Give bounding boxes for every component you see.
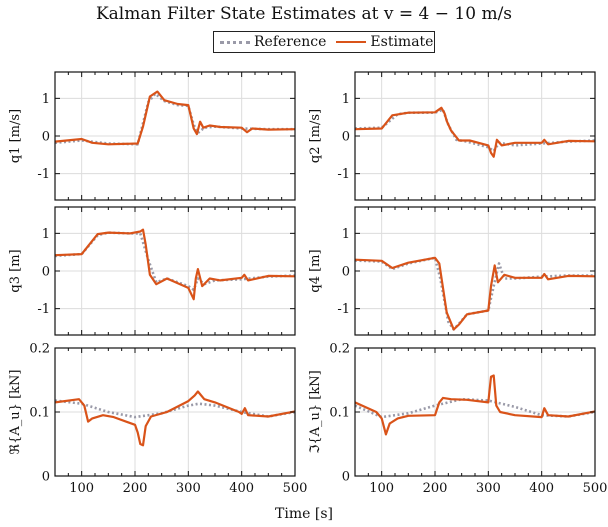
y-tick-label: 0.2 bbox=[29, 342, 50, 357]
y-tick-label: 0 bbox=[342, 265, 350, 280]
x-tick-label: 500 bbox=[283, 481, 308, 496]
x-tick-label: 400 bbox=[229, 481, 254, 496]
legend: Reference Estimate bbox=[213, 31, 435, 53]
subplot-5: 100 200 300 400 500 0.2 0.1 0 ℜ{A_u} [kN] bbox=[8, 342, 307, 497]
y-tick-label: 0 bbox=[42, 130, 50, 145]
subplot-3: 1 0 -1 q3 [m] bbox=[8, 206, 296, 336]
series-line-reference bbox=[355, 397, 595, 419]
y-axis-label: q3 [m] bbox=[8, 249, 23, 292]
series-line-estimate bbox=[55, 228, 295, 301]
legend-item-reference: Reference bbox=[220, 34, 326, 50]
y-tick-label: 1 bbox=[42, 227, 50, 242]
y-tick-label: -1 bbox=[337, 302, 350, 317]
series-line-reference bbox=[355, 256, 595, 331]
x-tick-label: 500 bbox=[583, 481, 608, 496]
subplot-2: 1 0 -1 q2 [m/s] bbox=[308, 71, 596, 201]
subplot-1: 1 0 -1 q1 [m/s] bbox=[8, 71, 296, 201]
series-line-estimate bbox=[355, 374, 595, 436]
x-tick-label: 200 bbox=[423, 481, 448, 496]
y-axis-label: q1 [m/s] bbox=[8, 109, 23, 163]
legend-swatch-estimate bbox=[336, 41, 367, 43]
y-axis-label: ℑ{A_u} [kN] bbox=[308, 370, 323, 453]
y-tick-label: 0.2 bbox=[329, 342, 350, 357]
legend-label-estimate: Estimate bbox=[370, 34, 434, 50]
y-tick-label: 0.1 bbox=[329, 406, 350, 421]
legend-label-reference: Reference bbox=[254, 34, 327, 50]
y-tick-label: 0 bbox=[42, 470, 50, 485]
y-tick-label: -1 bbox=[37, 302, 50, 317]
x-tick-label: 100 bbox=[369, 481, 394, 496]
y-tick-label: 1 bbox=[342, 227, 350, 242]
y-axis-label: ℜ{A_u} [kN] bbox=[8, 370, 23, 455]
y-tick-label: 1 bbox=[42, 92, 50, 107]
legend-swatch-reference bbox=[220, 40, 250, 44]
y-axis-label: q4 [m] bbox=[308, 249, 323, 292]
x-tick-label: 400 bbox=[529, 481, 554, 496]
series-line-estimate bbox=[355, 256, 595, 331]
series-line-reference bbox=[55, 92, 295, 146]
figure-title: Kalman Filter State Estimates at v = 4 −… bbox=[95, 4, 513, 24]
y-tick-label: -1 bbox=[37, 167, 50, 182]
x-tick-label: 300 bbox=[476, 481, 501, 496]
series-line-estimate bbox=[55, 90, 295, 146]
series-line-estimate bbox=[55, 390, 295, 447]
legend-item-estimate: Estimate bbox=[336, 34, 433, 50]
x-tick-label: 100 bbox=[69, 481, 94, 496]
subplot-4: 1 0 -1 q4 [m] bbox=[308, 206, 596, 336]
y-axis-label: q2 [m/s] bbox=[308, 109, 323, 163]
subplot-6: 100 200 300 400 500 0.2 0.1 0 ℑ{A_u} [kN] bbox=[308, 342, 607, 497]
y-tick-label: 0 bbox=[342, 130, 350, 145]
x-axis-label: Time [s] bbox=[275, 506, 333, 522]
x-tick-label: 200 bbox=[123, 481, 148, 496]
y-tick-label: 0 bbox=[342, 470, 350, 485]
x-tick-label: 300 bbox=[176, 481, 201, 496]
y-tick-label: -1 bbox=[337, 167, 350, 182]
y-tick-label: 0 bbox=[42, 265, 50, 280]
series-line-reference bbox=[55, 399, 295, 419]
series-line-estimate bbox=[355, 106, 595, 158]
y-tick-label: 0.1 bbox=[29, 406, 50, 421]
y-tick-label: 1 bbox=[342, 92, 350, 107]
